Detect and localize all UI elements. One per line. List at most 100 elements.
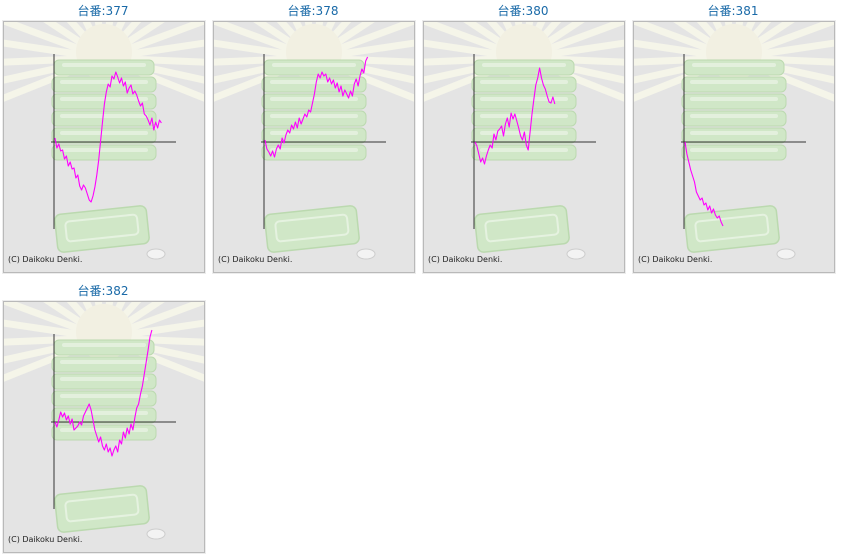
decor-tier-highlight [270,114,358,118]
decor-tier [681,110,787,127]
decor-coin [146,248,166,260]
decor-tier [51,76,157,93]
series-line [54,71,162,203]
decor-tier-highlight [60,394,148,398]
decor-tier [261,127,367,144]
copyright-text: (C) Daikoku Denki. [428,255,503,264]
decor-tier [51,110,157,127]
decor-tier-highlight [62,63,146,67]
decor-tray [684,205,780,253]
decor-tray-inner [64,493,140,523]
card-title-link[interactable]: 台番:380 [497,4,549,18]
card-title-link[interactable]: 台番:377 [77,4,129,18]
decor-tray-inner [484,213,560,243]
chart-card-377: 台番:377 (C) Daikoku Denki. [0,0,206,276]
decor-tier-highlight [690,114,778,118]
decor-tier-highlight [60,148,148,152]
decor-tier [51,407,157,424]
background-illustration [424,22,624,260]
decor-tier [263,59,365,76]
chart-svg [4,302,204,540]
decor-tier-highlight [60,131,148,135]
chart-svg [4,22,204,260]
decor-tray [474,205,570,253]
decor-tier [51,356,157,373]
decor-tier-highlight [690,80,778,84]
decor-tier-highlight [692,63,776,67]
decor-tier-highlight [480,148,568,152]
copyright-text: (C) Daikoku Denki. [8,255,83,264]
decor-tier-highlight [60,360,148,364]
copyright-text: (C) Daikoku Denki. [638,255,713,264]
chart-svg [634,22,834,260]
chart-svg [424,22,624,260]
decor-tier-highlight [60,377,148,381]
card-title-link[interactable]: 台番:378 [287,4,339,18]
decor-tray-inner [64,213,140,243]
chart-panel: (C) Daikoku Denki. [423,21,625,273]
card-title-link[interactable]: 台番:382 [77,284,129,298]
decor-tier-highlight [482,63,566,67]
decor-tier-highlight [60,428,148,432]
series-line [474,67,556,165]
chart-panel: (C) Daikoku Denki. [213,21,415,273]
decor-tier [681,76,787,93]
background-illustration [214,22,414,260]
decor-tray [264,205,360,253]
decor-tier [53,59,155,76]
background-illustration [4,22,204,260]
decor-coin [146,528,166,540]
decor-tier-highlight [690,148,778,152]
decor-tier-highlight [690,131,778,135]
chart-panel: (C) Daikoku Denki. [3,21,205,273]
background-illustration [634,22,834,260]
decor-coin [356,248,376,260]
copyright-text: (C) Daikoku Denki. [8,535,83,544]
series-line [264,56,369,158]
decor-tier [683,59,785,76]
decor-tier [51,373,157,390]
decor-tray [54,485,150,533]
chart-card-378: 台番:378 (C) Daikoku Denki. [210,0,416,276]
decor-tier [53,339,155,356]
decor-tier-highlight [60,411,148,415]
series-line [684,141,724,227]
decor-tier [681,127,787,144]
decor-tier [681,144,787,161]
background-illustration [4,302,204,540]
decor-tier-highlight [270,148,358,152]
decor-tier-highlight [60,80,148,84]
decor-tier [261,76,367,93]
chart-svg [214,22,414,260]
decor-tier [261,110,367,127]
decor-tier [51,127,157,144]
decor-tier [471,93,577,110]
decor-tier [51,424,157,441]
decor-tier-highlight [60,114,148,118]
decor-coin [776,248,796,260]
decor-tray [54,205,150,253]
decor-tier-highlight [480,114,568,118]
decor-tier [473,59,575,76]
decor-tier-highlight [270,80,358,84]
decor-tray-inner [694,213,770,243]
copyright-text: (C) Daikoku Denki. [218,255,293,264]
card-title-link[interactable]: 台番:381 [707,4,759,18]
series-line [54,329,153,457]
decor-tier-highlight [480,80,568,84]
decor-tier [471,110,577,127]
decor-tier [681,93,787,110]
chart-card-382: 台番:382 (C) Daikoku Denki. [0,280,206,556]
decor-tier-highlight [62,343,146,347]
chart-panel: (C) Daikoku Denki. [3,301,205,553]
decor-tier-highlight [60,97,148,101]
decor-tier [471,76,577,93]
decor-tier-highlight [270,131,358,135]
chart-card-381: 台番:381 (C) Daikoku Denki. [630,0,836,276]
decor-coin [566,248,586,260]
chart-card-380: 台番:380 (C) Daikoku Denki. [420,0,626,276]
decor-tier-highlight [480,97,568,101]
decor-tier-highlight [270,97,358,101]
decor-tier [51,144,157,161]
chart-panel: (C) Daikoku Denki. [633,21,835,273]
